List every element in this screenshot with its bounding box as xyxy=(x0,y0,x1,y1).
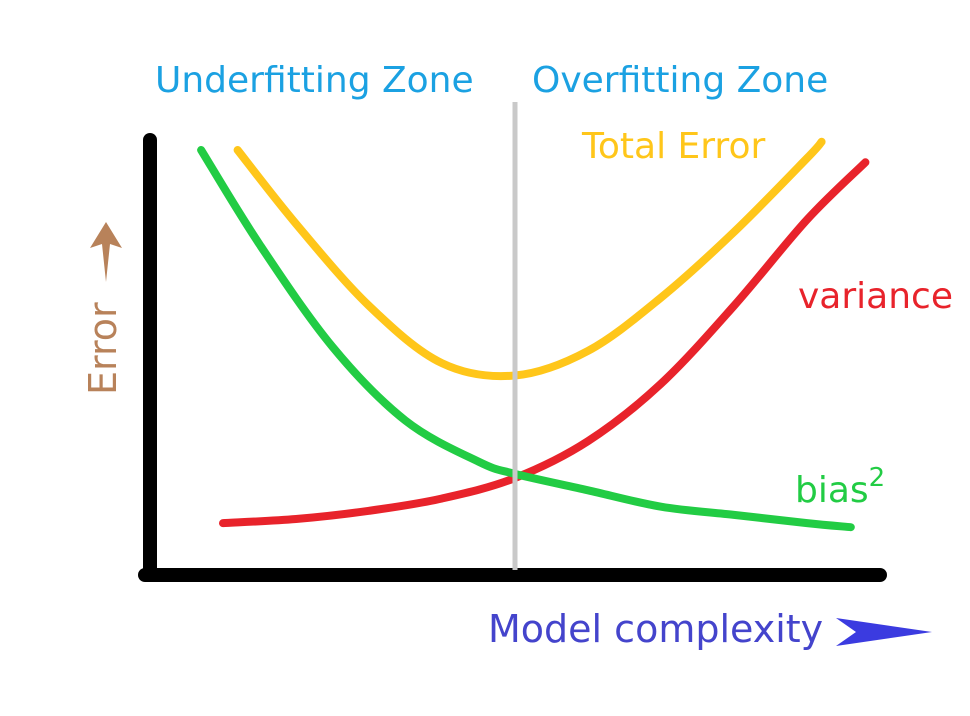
curves-group xyxy=(197,137,870,532)
variance-label: variance xyxy=(798,276,953,317)
total-error-label: Total Error xyxy=(581,126,765,167)
overfitting-zone-label: Overfitting Zone xyxy=(532,60,828,101)
x-axis-arrow-icon xyxy=(836,618,932,646)
bias-label-text: bias xyxy=(795,470,869,511)
y-axis-label-group: Error xyxy=(81,302,125,395)
y-axis-arrow-icon xyxy=(90,222,122,282)
bias-squared-label: bias2 xyxy=(795,463,885,511)
bias-label-superscript: 2 xyxy=(869,463,886,493)
total-error-curve xyxy=(233,137,826,381)
y-axis-label: Error xyxy=(81,302,125,395)
underfitting-zone-label: Underfitting Zone xyxy=(155,60,474,101)
x-axis-label: Model complexity xyxy=(488,607,823,651)
bias-curve xyxy=(197,146,855,532)
variance-curve xyxy=(219,158,870,528)
